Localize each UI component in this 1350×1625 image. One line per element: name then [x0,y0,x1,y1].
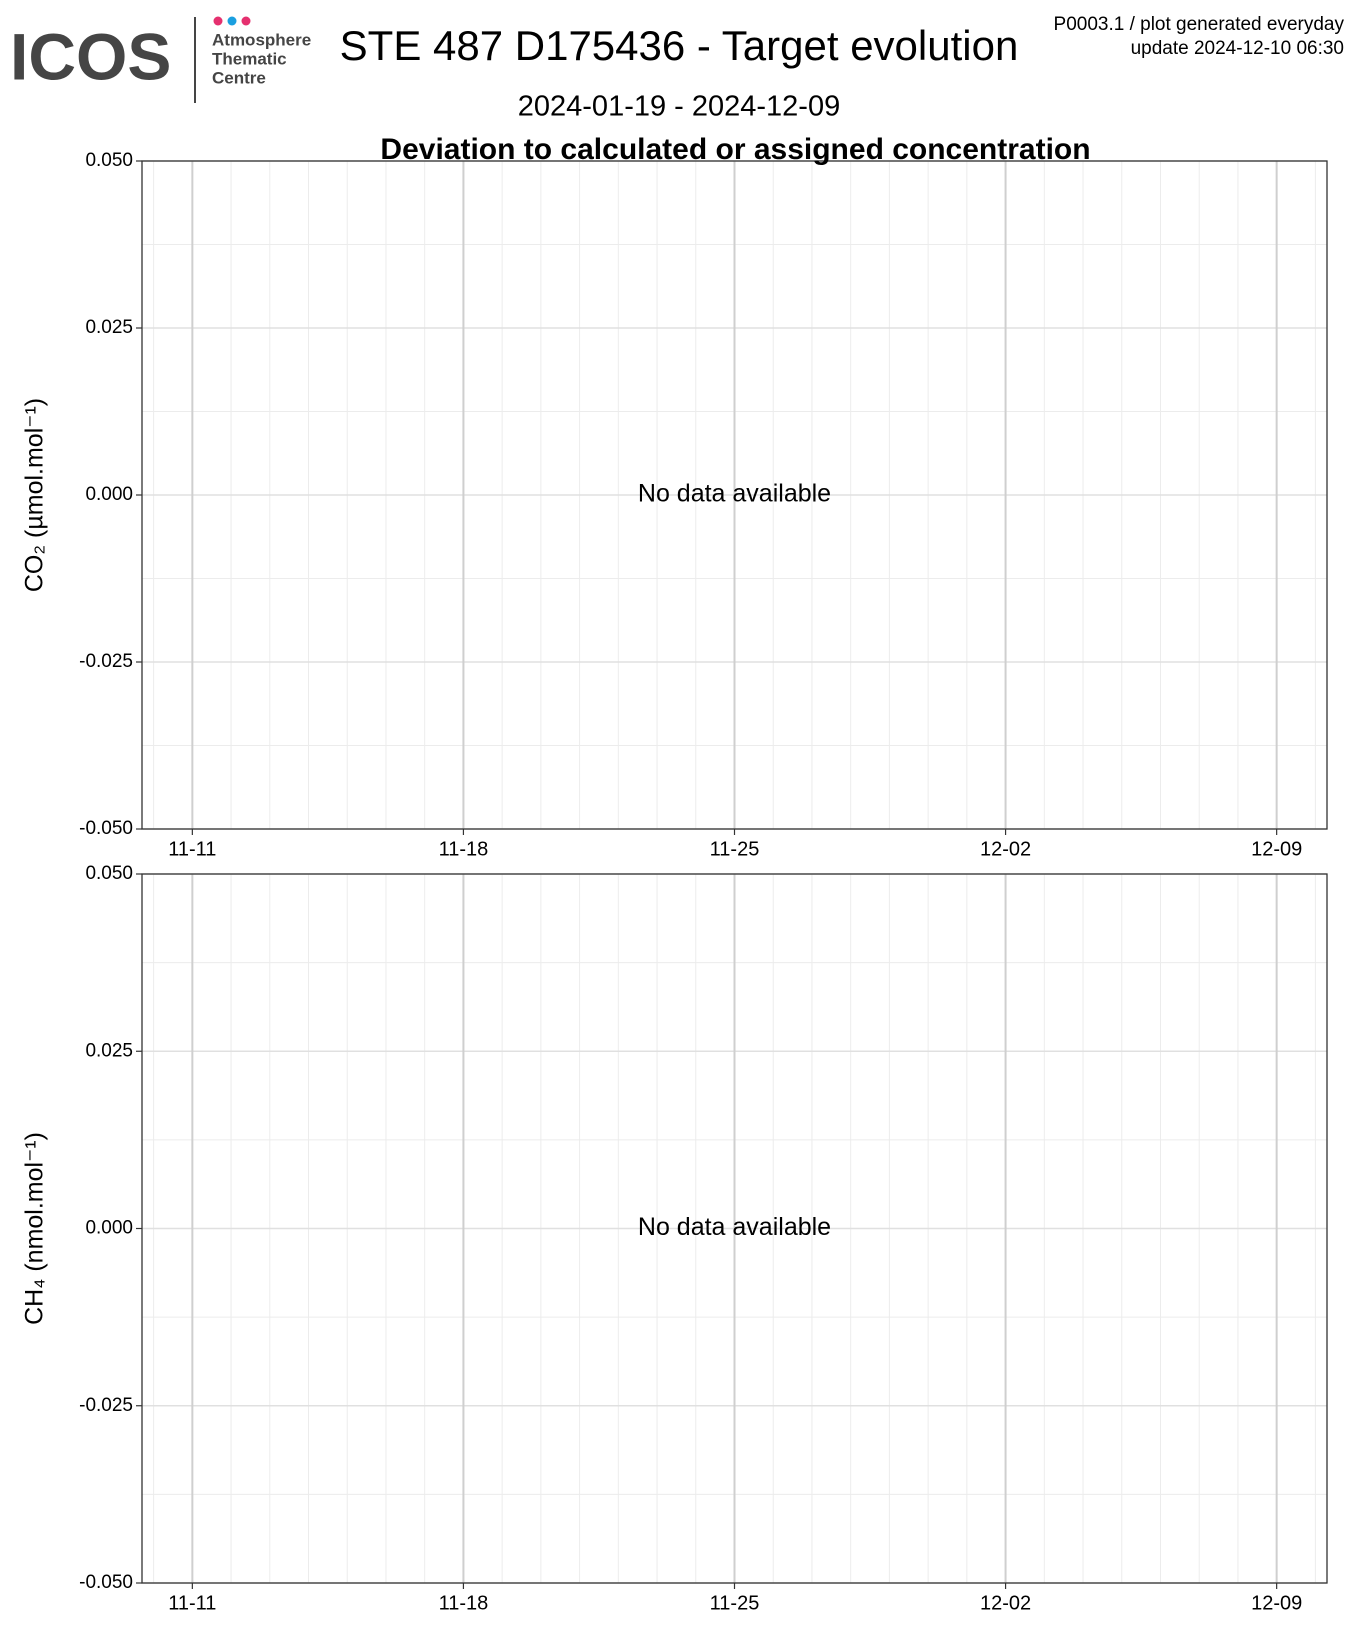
x-tick-label: 12-09 [1251,838,1302,860]
page-title: STE 487 D175436 - Target evolution [340,22,1019,69]
x-tick-label: 12-09 [1251,1592,1302,1614]
note: P0003.1 / plot generated everyday [1054,14,1345,35]
x-tick-label: 11-11 [168,838,216,860]
x-tick-label: 11-18 [439,838,489,860]
note: update 2024-12-10 06:30 [1131,38,1344,59]
y-axis-label: CH₄ (nmol.mol⁻¹) [21,1132,49,1325]
logo: ICOS [10,19,171,93]
y-tick-label: 0.050 [85,863,133,884]
annotation: No data available [638,1213,831,1241]
y-tick-label: 0.025 [85,1040,133,1061]
logo-line: Centre [212,68,266,87]
x-tick-label: 11-11 [168,1592,216,1614]
y-axis-label: CO₂ (µmol.mol⁻¹) [21,398,49,592]
y-tick-label: -0.025 [79,1395,133,1416]
logo-line: Atmosphere [212,30,311,49]
y-tick-label: 0.000 [85,1218,133,1239]
x-tick-label: 12-02 [980,1592,1031,1614]
page-subtitle: 2024-01-19 - 2024-12-09 [518,91,840,123]
logo-line: Thematic [212,49,287,68]
y-tick-label: -0.050 [79,1572,133,1593]
logo-dot [241,16,251,26]
logo-dot [227,16,237,26]
annotation: No data available [638,480,831,508]
y-tick-label: 0.050 [85,150,133,171]
y-tick-label: 0.000 [85,484,133,505]
y-tick-label: -0.025 [79,651,133,672]
plot-frame [141,873,1328,1584]
x-tick-label: 11-18 [439,1592,489,1614]
x-tick-label: 11-25 [710,1592,760,1614]
x-tick-label: 11-25 [710,838,760,860]
x-tick-label: 12-02 [980,838,1031,860]
y-tick-label: -0.050 [79,818,133,839]
y-tick-label: 0.025 [85,317,133,338]
logo-dot [213,16,223,26]
plot-frame [141,160,1328,830]
chart-title: Deviation to calculated or assigned conc… [380,133,1090,166]
